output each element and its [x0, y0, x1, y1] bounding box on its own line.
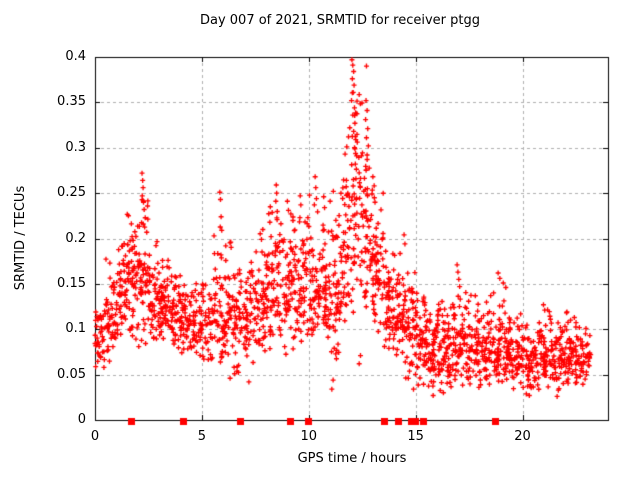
chart-title: Day 007 of 2021, SRMTID for receiver ptg… — [199, 13, 481, 28]
x-tick-label: 15 — [407, 429, 424, 444]
y-tick-label: 0.1 — [65, 321, 86, 337]
y-tick-label: 0.4 — [65, 49, 86, 64]
x-tick-label: 0 — [90, 429, 100, 444]
y-tick-label: 0 — [77, 412, 86, 427]
y-tick-label: 0.2 — [65, 230, 86, 246]
y-tick-label: 0.15 — [57, 275, 86, 291]
x-tick-label: 5 — [197, 429, 207, 444]
y-tick-label: 0.05 — [57, 366, 86, 382]
x-tick-label: 10 — [300, 429, 318, 444]
y-axis-label: SRMTID / TECUs — [13, 185, 28, 291]
y-tick-label: 0.3 — [65, 139, 86, 155]
y-tick-label: 0.35 — [57, 94, 86, 110]
y-tick-label: 0.25 — [57, 185, 86, 201]
x-tick-label: 20 — [514, 429, 531, 444]
x-axis-label: GPS time / hours — [297, 451, 407, 466]
